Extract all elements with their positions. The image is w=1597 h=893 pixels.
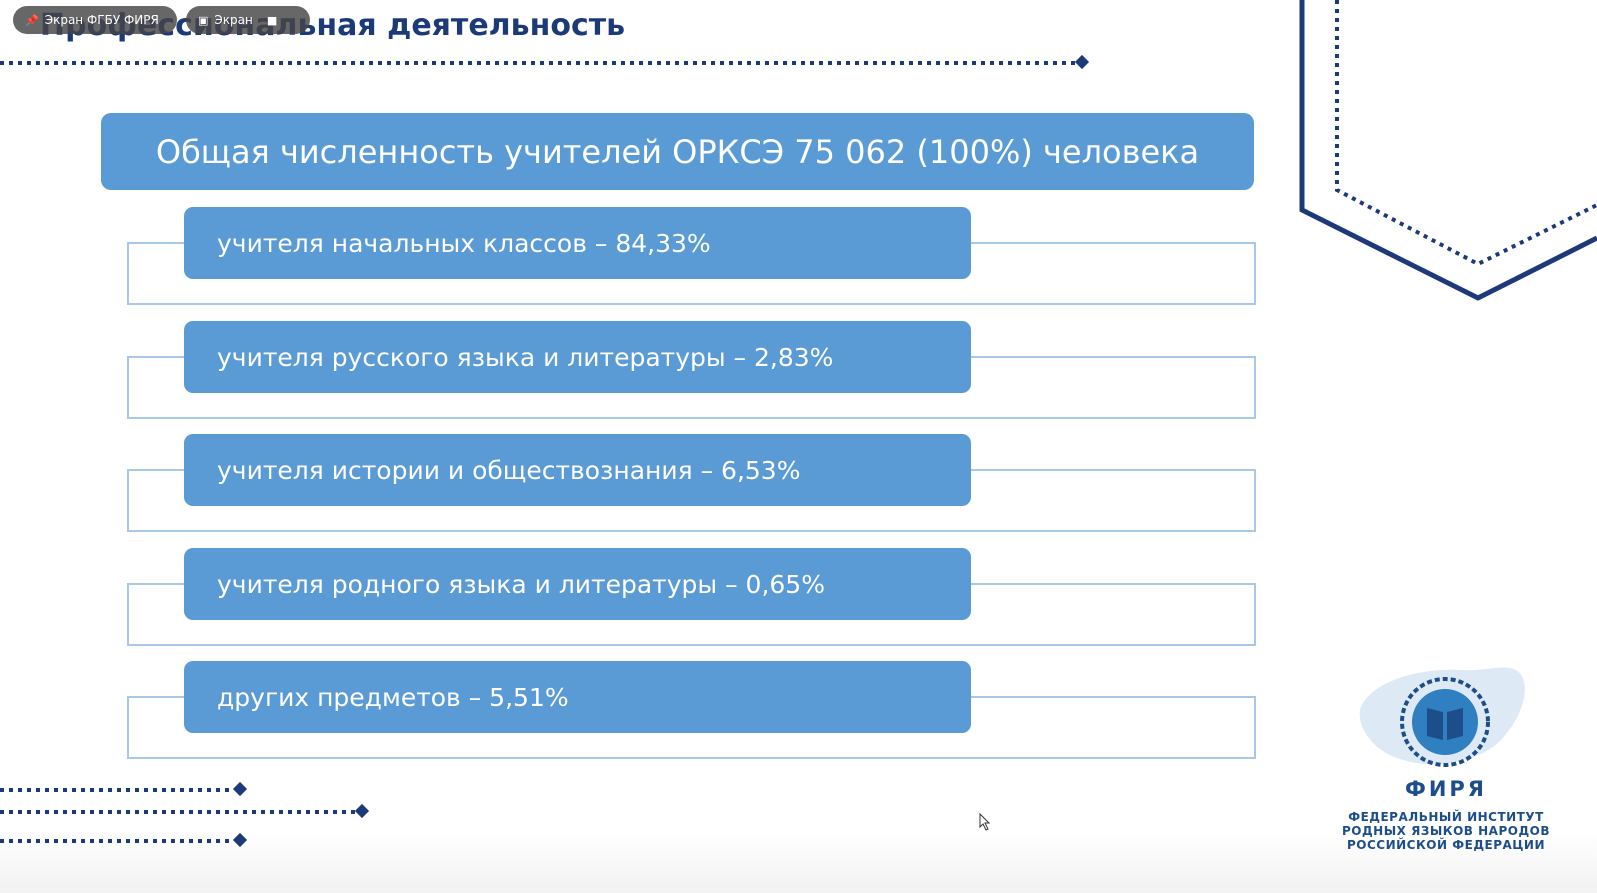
- screen-chip[interactable]: ▣ Экран ■: [186, 6, 310, 34]
- list-item-russian-teachers: учителя русского языка и литературы – 2,…: [184, 321, 971, 393]
- screen-icon: ▣: [198, 13, 209, 27]
- list-item-primary-teachers: учителя начальных классов – 84,33%: [184, 207, 971, 279]
- emblem-circle: [1412, 689, 1478, 755]
- diamond-marker: [1074, 54, 1090, 70]
- screen-owner-chip[interactable]: 📌 Экран ФГБУ ФИРЯ: [13, 6, 177, 34]
- total-teachers-header: Общая численность учителей ОРКСЭ 75 062 …: [101, 113, 1254, 190]
- diamond-marker: [232, 781, 248, 797]
- book-icon: [1427, 708, 1443, 740]
- list-item-other-subjects: других предметов – 5,51%: [184, 661, 971, 733]
- list-item-native-language-teachers: учителя родного языка и литературы – 0,6…: [184, 548, 971, 620]
- bottom-shadow: [0, 832, 1597, 893]
- logo-subtitle-line: ФЕДЕРАЛЬНЫЙ ИНСТИТУТ: [1348, 810, 1544, 824]
- logo-name: ФИРЯ: [1405, 777, 1487, 801]
- hexagon-dotted: [1335, 0, 1597, 267]
- diamond-marker: [354, 803, 370, 819]
- item-frame: [127, 243, 1256, 305]
- ornament-ring: [1400, 677, 1490, 767]
- camera-icon[interactable]: ■: [266, 13, 278, 27]
- list-item-history-teachers: учителя истории и обществознания – 6,53%: [184, 434, 971, 506]
- pin-icon: 📌: [25, 13, 39, 27]
- item-frame: [127, 697, 1256, 759]
- item-frame: [127, 357, 1256, 419]
- item-frame: [127, 584, 1256, 646]
- logo-subtitle-line: РОССИЙСКОЙ ФЕДЕРАЦИИ: [1346, 838, 1545, 852]
- hexagon-outline: [1299, 0, 1597, 301]
- logo-subtitle-line: РОДНЫХ ЯЗЫКОВ НАРОДОВ: [1342, 824, 1550, 838]
- diamond-marker: [232, 832, 248, 848]
- item-frame: [127, 470, 1256, 532]
- mouse-cursor-icon: [979, 813, 991, 831]
